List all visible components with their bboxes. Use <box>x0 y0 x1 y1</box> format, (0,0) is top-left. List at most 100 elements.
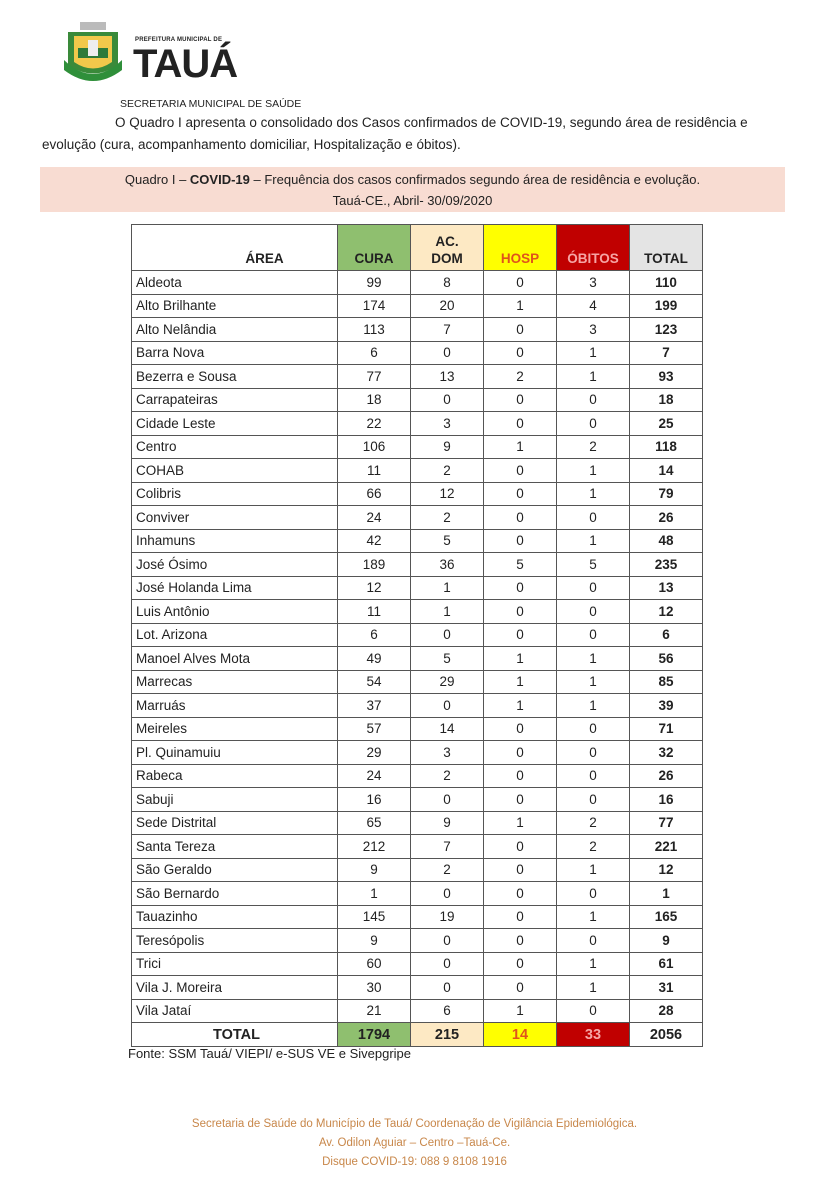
cell-acdom: 19 <box>410 904 484 929</box>
cell-total: 85 <box>629 669 703 694</box>
cell-acdom: 9 <box>410 434 484 459</box>
table-row: Carrapateiras 18 0 0 0 18 <box>131 387 703 412</box>
cell-cura: 54 <box>337 669 411 694</box>
cell-total: 25 <box>629 411 703 436</box>
cell-hosp: 1 <box>483 646 557 671</box>
cell-total: 93 <box>629 364 703 389</box>
cell-area: Marrecas <box>131 669 338 694</box>
cell-acdom: 215 <box>410 1022 484 1047</box>
cell-area: Luis Antônio <box>131 599 338 624</box>
cell-acdom: 7 <box>410 834 484 859</box>
cell-cura: 65 <box>337 810 411 835</box>
cell-acdom: 1 <box>410 599 484 624</box>
cell-total: 12 <box>629 857 703 882</box>
cell-obitos: 0 <box>556 928 630 953</box>
table-row: Centro 106 9 1 2 118 <box>131 434 703 459</box>
cell-cura: 6 <box>337 340 411 365</box>
cell-total: 16 <box>629 787 703 812</box>
cell-hosp: 0 <box>483 528 557 553</box>
cell-obitos: 0 <box>556 411 630 436</box>
cell-area: Cidade Leste <box>131 411 338 436</box>
table-row: Conviver 24 2 0 0 26 <box>131 505 703 530</box>
table-row: São Bernardo 1 0 0 0 1 <box>131 881 703 906</box>
cell-area: Alto Brilhante <box>131 293 338 318</box>
cell-area: São Bernardo <box>131 881 338 906</box>
cell-cura: 113 <box>337 317 411 342</box>
cell-obitos: 0 <box>556 599 630 624</box>
caption-prefix: Quadro I – <box>124 172 190 187</box>
cell-hosp: 1 <box>483 810 557 835</box>
cell-hosp: 0 <box>483 340 557 365</box>
municipal-coat-of-arms-logo <box>64 22 122 81</box>
table-row: Marrecas 54 29 1 1 85 <box>131 669 703 694</box>
department-name: SECRETARIA MUNICIPAL DE SAÚDE <box>120 98 302 110</box>
cell-total: 118 <box>629 434 703 459</box>
cell-obitos: 2 <box>556 434 630 459</box>
header-total: TOTAL <box>629 224 703 271</box>
cell-acdom: 0 <box>410 693 484 718</box>
cell-obitos: 0 <box>556 716 630 741</box>
cell-cura: 106 <box>337 434 411 459</box>
cell-total: 61 <box>629 951 703 976</box>
cell-acdom: 2 <box>410 458 484 483</box>
cell-area: Trici <box>131 951 338 976</box>
cell-acdom: 3 <box>410 411 484 436</box>
cell-hosp: 0 <box>483 505 557 530</box>
cell-hosp: 5 <box>483 552 557 577</box>
cell-acdom: 6 <box>410 998 484 1023</box>
cell-area: Conviver <box>131 505 338 530</box>
cell-hosp: 0 <box>483 317 557 342</box>
table-row: Barra Nova 6 0 0 1 7 <box>131 340 703 365</box>
header-obitos: ÓBITOS <box>556 224 630 271</box>
cell-hosp: 0 <box>483 763 557 788</box>
table-caption: Quadro I – COVID-19 – Frequência dos cas… <box>40 167 785 212</box>
cell-cura: 42 <box>337 528 411 553</box>
cell-area: COHAB <box>131 458 338 483</box>
cell-obitos: 1 <box>556 481 630 506</box>
cell-total: 79 <box>629 481 703 506</box>
cell-hosp: 0 <box>483 622 557 647</box>
table-row: Marruás 37 0 1 1 39 <box>131 693 703 718</box>
cell-hosp: 0 <box>483 270 557 295</box>
cell-area: Alto Nelândia <box>131 317 338 342</box>
header-acdom-line2: DOM <box>431 251 463 266</box>
cell-hosp: 1 <box>483 693 557 718</box>
cell-acdom: 36 <box>410 552 484 577</box>
cell-cura: 24 <box>337 763 411 788</box>
table-row: Sabuji 16 0 0 0 16 <box>131 787 703 812</box>
cell-area: Sede Distrital <box>131 810 338 835</box>
cell-area: Vila Jataí <box>131 998 338 1023</box>
cell-obitos: 1 <box>556 669 630 694</box>
cell-total: 26 <box>629 763 703 788</box>
cell-acdom: 0 <box>410 975 484 1000</box>
cell-hosp: 0 <box>483 904 557 929</box>
table-row: Sede Distrital 65 9 1 2 77 <box>131 810 703 835</box>
cell-total: 165 <box>629 904 703 929</box>
footer-line3: Disque COVID-19: 088 9 8108 1916 <box>322 1156 507 1168</box>
table-row: Lot. Arizona 6 0 0 0 6 <box>131 622 703 647</box>
table-row: Alto Brilhante 174 20 1 4 199 <box>131 293 703 318</box>
cell-area: Inhamuns <box>131 528 338 553</box>
cell-acdom: 20 <box>410 293 484 318</box>
cell-total: 32 <box>629 740 703 765</box>
cell-cura: 9 <box>337 928 411 953</box>
cell-total: 71 <box>629 716 703 741</box>
cell-cura: 145 <box>337 904 411 929</box>
cell-acdom: 0 <box>410 881 484 906</box>
cell-area: Rabeca <box>131 763 338 788</box>
cell-total: 1 <box>629 881 703 906</box>
table-row: Alto Nelândia 113 7 0 3 123 <box>131 317 703 342</box>
cell-hosp: 1 <box>483 998 557 1023</box>
header-acdom-line1: AC. <box>435 234 459 249</box>
cell-acdom: 0 <box>410 787 484 812</box>
cell-total: 199 <box>629 293 703 318</box>
cell-acdom: 14 <box>410 716 484 741</box>
cell-cura: 21 <box>337 998 411 1023</box>
cell-obitos: 1 <box>556 458 630 483</box>
cell-obitos: 1 <box>556 857 630 882</box>
cell-obitos: 1 <box>556 904 630 929</box>
cell-obitos: 0 <box>556 575 630 600</box>
cell-obitos: 0 <box>556 387 630 412</box>
cell-area: Carrapateiras <box>131 387 338 412</box>
table-row: Tauazinho 145 19 0 1 165 <box>131 904 703 929</box>
